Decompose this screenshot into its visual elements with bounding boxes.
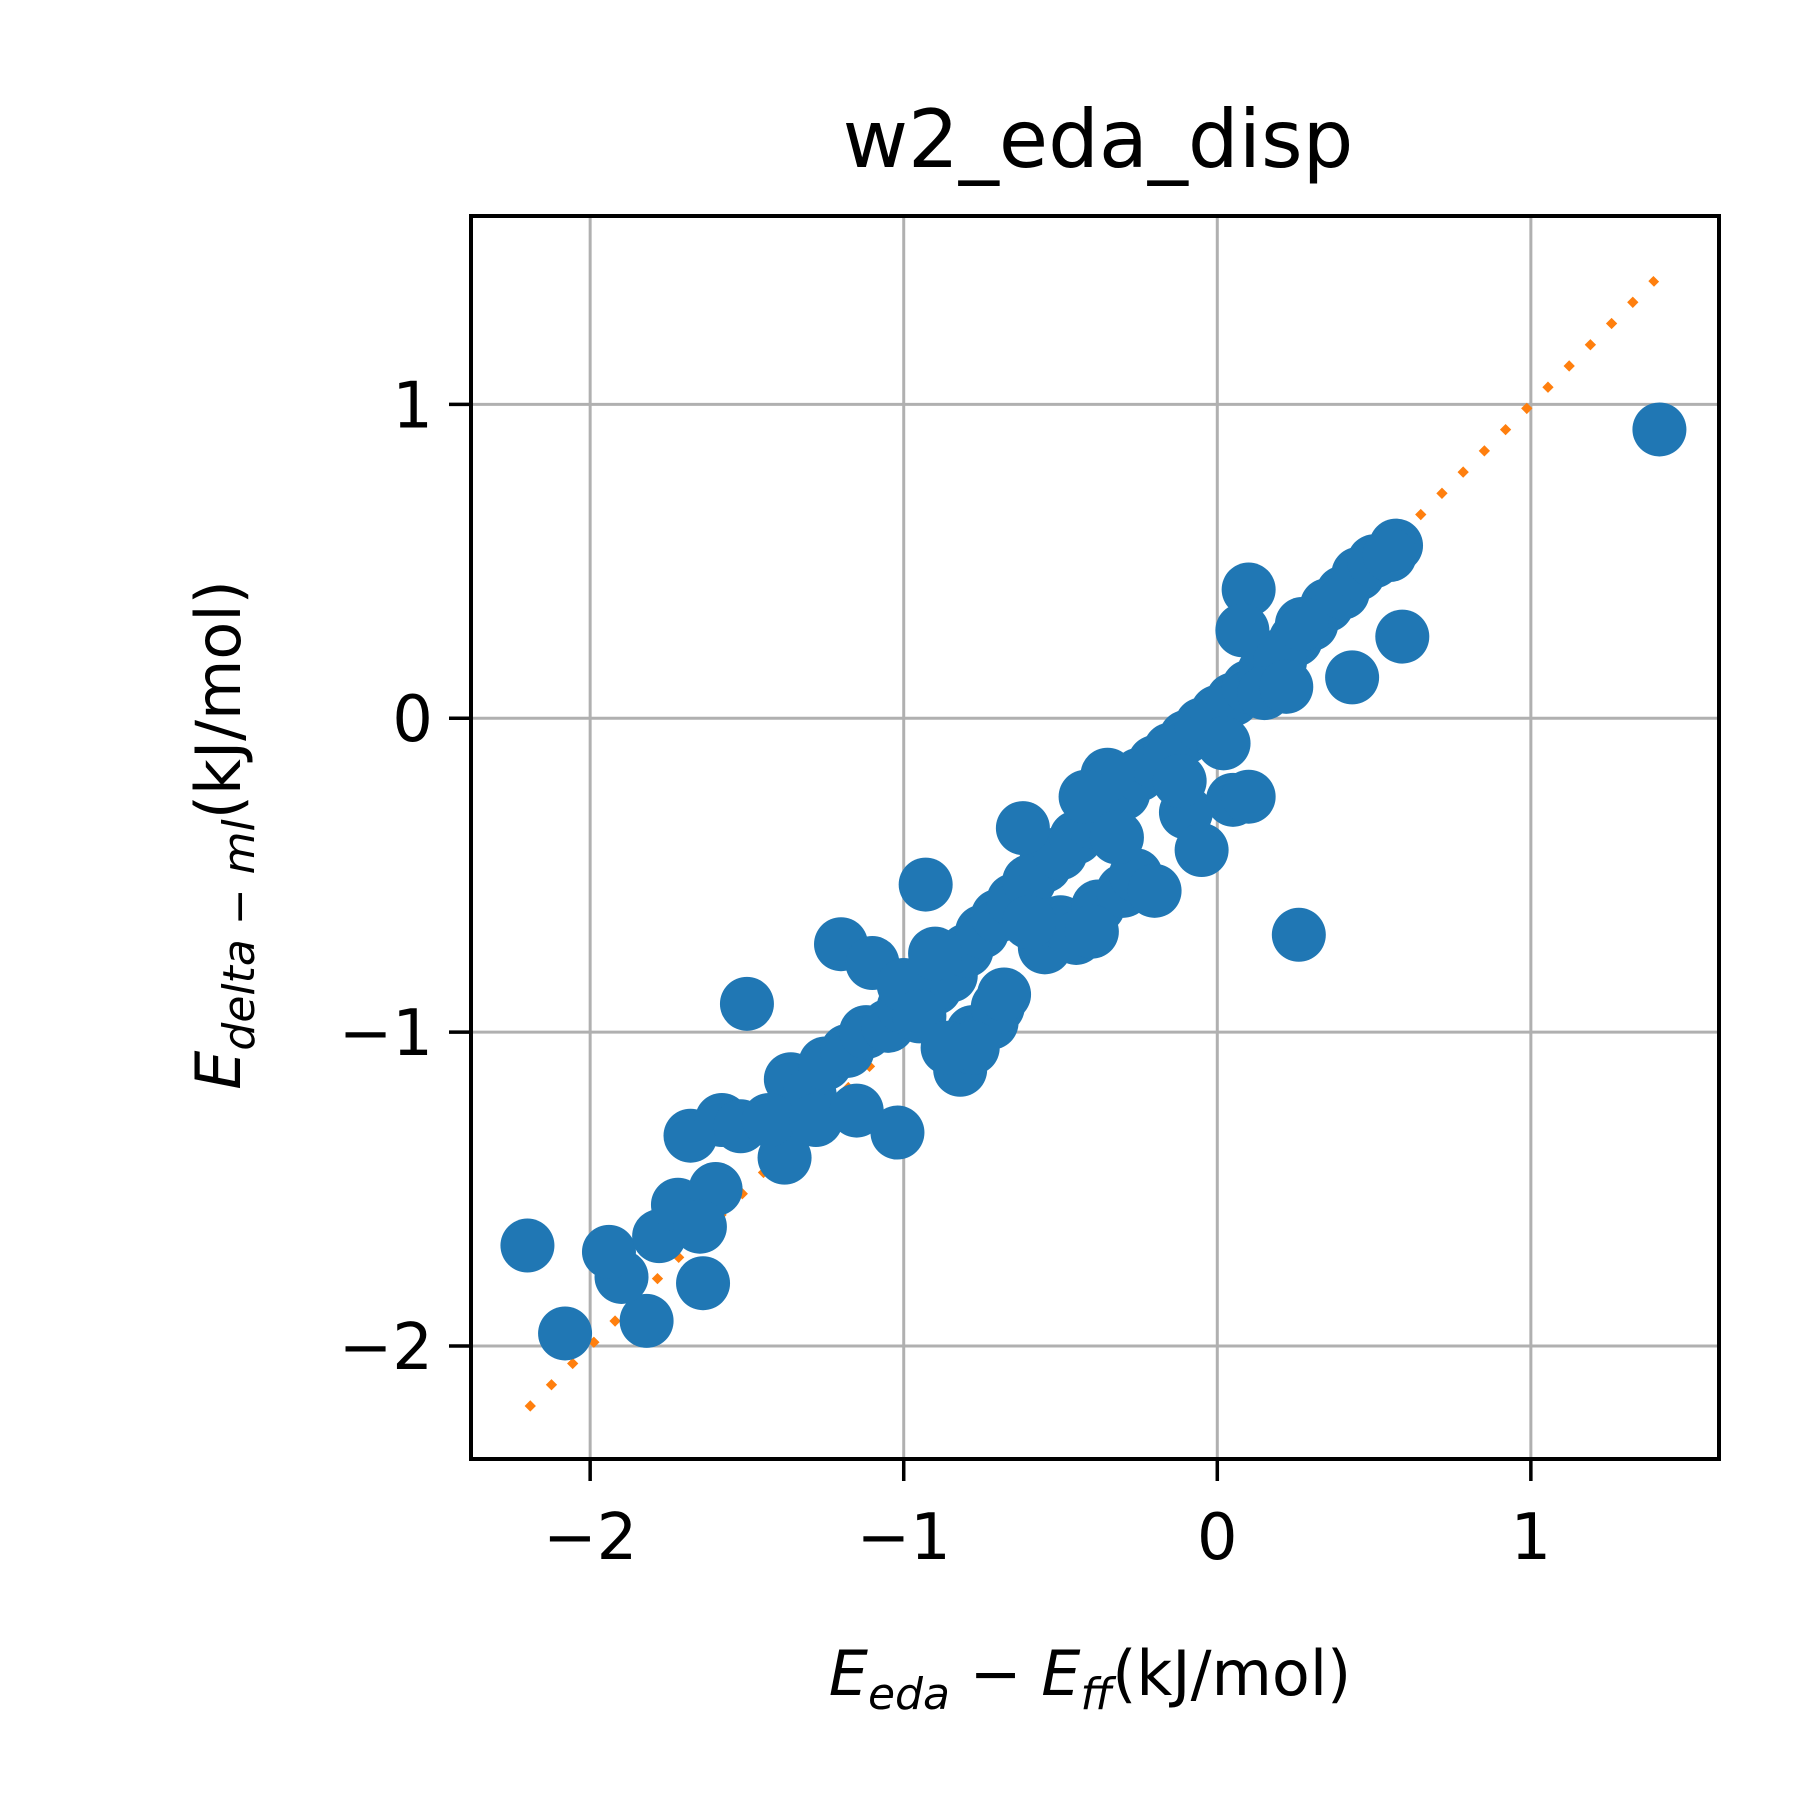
data-point [619,1293,674,1348]
x-tick-label: −2 [543,1501,637,1575]
data-point [500,1218,555,1273]
data-point [908,926,963,981]
data-point [898,857,953,912]
x-axis-label-sub1: eda [868,1669,950,1720]
data-point [672,1199,727,1254]
x-tick-label: 0 [1197,1501,1238,1575]
data-point [995,801,1050,856]
data-point [977,967,1032,1022]
data-point [1221,562,1276,617]
y-axis-label-unit: (kJ/mol) [182,580,255,819]
data-point [829,1083,884,1138]
chart-title: w2_eda_disp [843,93,1354,186]
data-point [1274,597,1329,652]
data-points [500,402,1687,1361]
data-point [719,976,774,1031]
y-axis-label-sub: delta − ml [214,818,265,1050]
x-axis-label-e1: E [829,1637,869,1710]
data-point [1375,609,1430,664]
y-tick-label: −1 [339,997,433,1071]
data-point [1174,823,1229,878]
data-point [1152,754,1207,808]
x-axis-label-sub2: ff [1080,1669,1116,1720]
x-tick-label: −1 [857,1501,951,1575]
data-point [1221,769,1276,824]
data-point [1064,904,1119,959]
data-point [1362,528,1417,582]
x-axis-ticks: −2 −1 0 1 [543,1459,1551,1575]
y-axis-ticks: −2 −1 0 1 [339,369,471,1385]
y-axis-label-e: E [182,1050,255,1090]
y-axis-label: Edelta − ml(kJ/mol) [182,580,265,1090]
data-point [676,1256,731,1311]
data-point [1002,895,1057,950]
data-point [920,1020,975,1075]
data-point [1127,863,1182,918]
data-point [538,1306,593,1361]
x-axis-label: Eeda − Eff(kJ/mol) [829,1637,1351,1720]
plot-frame [469,214,1721,1461]
data-point [1271,907,1326,962]
y-tick-label: −2 [339,1311,433,1385]
data-point [788,1093,843,1147]
x-axis-label-minus: − E [950,1637,1081,1710]
y-tick-label: 1 [392,369,433,443]
data-point [1215,603,1270,658]
data-point [581,1224,636,1279]
data-point [1196,716,1251,771]
y-tick-label: 0 [392,683,433,757]
data-point [1089,810,1144,865]
data-point [1058,769,1113,824]
data-point [741,1093,796,1147]
data-point [870,1105,925,1160]
data-point [1325,650,1380,705]
x-axis-label-unit: (kJ/mol) [1112,1637,1351,1710]
data-point [1259,659,1314,714]
x-tick-label: 1 [1510,1501,1551,1575]
data-point [1632,402,1687,457]
